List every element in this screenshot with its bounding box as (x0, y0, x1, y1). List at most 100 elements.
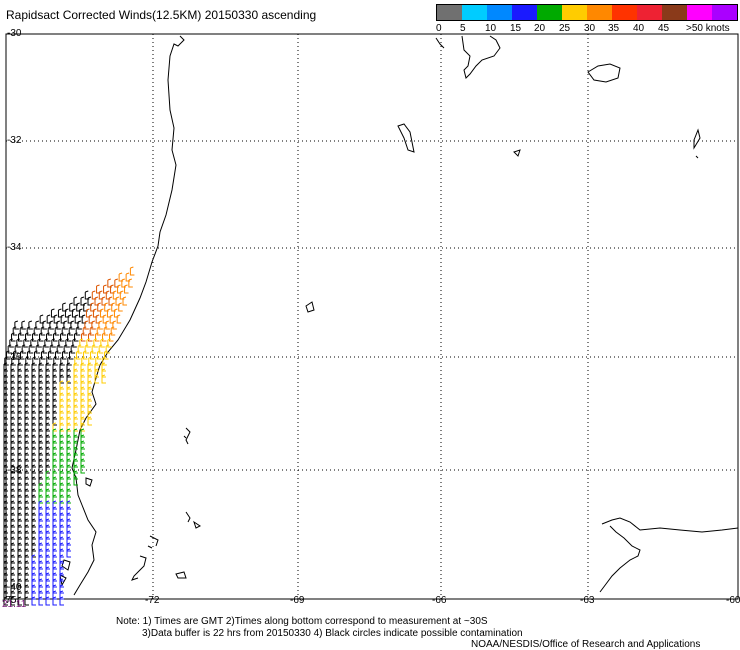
wind-barb (102, 332, 107, 342)
coast-fragment (397, 123, 415, 153)
wind-barb (103, 326, 109, 336)
wind-barb (44, 338, 49, 348)
coast-fragment (513, 128, 701, 159)
lon-label: -75 (2, 595, 17, 606)
wind-barb (31, 596, 36, 606)
wind-barb (73, 476, 78, 486)
wind-barb (49, 320, 54, 330)
wind-barb (81, 356, 86, 366)
wind-barb (89, 326, 95, 336)
wind-barb (81, 332, 86, 342)
wind-barb (46, 356, 51, 366)
island-small (305, 301, 315, 313)
wind-barb (60, 356, 65, 366)
wind-barb (100, 338, 105, 348)
wind-barb (82, 350, 88, 360)
wind-barb (25, 356, 30, 366)
lon-label: -69 (290, 595, 305, 606)
color-scale-swatch (662, 5, 687, 20)
note-line-1: Note: 1) Times are GMT 2)Times along bot… (116, 616, 488, 627)
wind-barb (33, 350, 39, 360)
note-line-2: 3)Data buffer is 22 hrs from 20150330 4)… (142, 628, 523, 639)
wind-barb (60, 332, 65, 342)
wind-barb (95, 356, 100, 366)
wind-barb (89, 350, 95, 360)
wind-barb (87, 416, 92, 426)
color-scale-label: 35 (608, 23, 620, 34)
island-east (587, 63, 621, 83)
color-scale-swatch (687, 5, 712, 20)
note-line-3: NOAA/NESDIS/Office of Research and Appli… (471, 639, 701, 650)
wind-barb (91, 344, 97, 354)
wind-barb (94, 374, 99, 384)
wind-barb (74, 332, 79, 342)
wind-barb (16, 338, 21, 348)
wind-barb (95, 332, 100, 342)
coast-fragment (183, 427, 191, 445)
wind-barb (47, 350, 53, 360)
wind-barb (23, 338, 28, 348)
wind-barb (84, 320, 89, 330)
color-scale-swatch (537, 5, 562, 20)
argentina-coast-south (599, 517, 739, 593)
wind-barb (21, 320, 26, 330)
lon-label: -63 (580, 595, 595, 606)
wind-barb (42, 320, 47, 330)
coastline (71, 35, 185, 596)
lat-label: -30 (7, 28, 22, 39)
wind-barb (24, 596, 29, 606)
lat-label: -32 (7, 135, 22, 146)
wind-barb (96, 350, 102, 360)
wind-barb (53, 356, 58, 366)
wind-barb (101, 374, 106, 384)
wind-barb (82, 326, 88, 336)
wind-barb (128, 278, 133, 288)
wind-barb (105, 320, 110, 330)
wind-barb (35, 344, 41, 354)
wind-barb (77, 344, 83, 354)
lon-label: -72 (145, 595, 160, 606)
color-scale-swatch (712, 5, 737, 20)
wind-barb (21, 344, 27, 354)
wind-barb (63, 344, 69, 354)
color-scale-label: 5 (460, 23, 466, 34)
color-scale-swatch (562, 5, 587, 20)
wind-barb (49, 344, 55, 354)
wind-barb (42, 344, 48, 354)
coast-fragment (131, 511, 201, 581)
wind-barb (103, 350, 109, 360)
wind-barb (102, 356, 107, 366)
wind-barb (32, 332, 37, 342)
coastline-islands (59, 477, 93, 587)
wind-barb (59, 596, 64, 606)
wind-barb (98, 344, 104, 354)
wind-barb (28, 320, 33, 330)
wind-barb (19, 350, 25, 360)
pass-time-label: 21:11 (2, 599, 27, 610)
wind-barb (25, 332, 30, 342)
wind-barb (52, 596, 57, 606)
wind-barb (80, 464, 85, 474)
wind-barb (116, 314, 122, 324)
wind-barb (70, 320, 75, 330)
color-scale-label: >50 knots (686, 23, 730, 34)
wind-barb (122, 296, 127, 306)
wind-barb (45, 596, 50, 606)
color-scale-label: 0 (436, 23, 442, 34)
wind-barb (75, 350, 81, 360)
lon-label: -66 (432, 595, 447, 606)
wind-barb (79, 338, 84, 348)
wind-barb (110, 326, 116, 336)
wind-barb (30, 338, 35, 348)
color-scale-swatch (587, 5, 612, 20)
wind-barb (129, 266, 135, 276)
wind-barb (32, 356, 37, 366)
wind-barb (56, 320, 61, 330)
wind-barb (88, 332, 93, 342)
wind-barb (40, 350, 46, 360)
wind-barb (26, 350, 32, 360)
wind-barb (53, 332, 58, 342)
map-frame (5, 33, 739, 600)
color-scale-label: 25 (559, 23, 571, 34)
